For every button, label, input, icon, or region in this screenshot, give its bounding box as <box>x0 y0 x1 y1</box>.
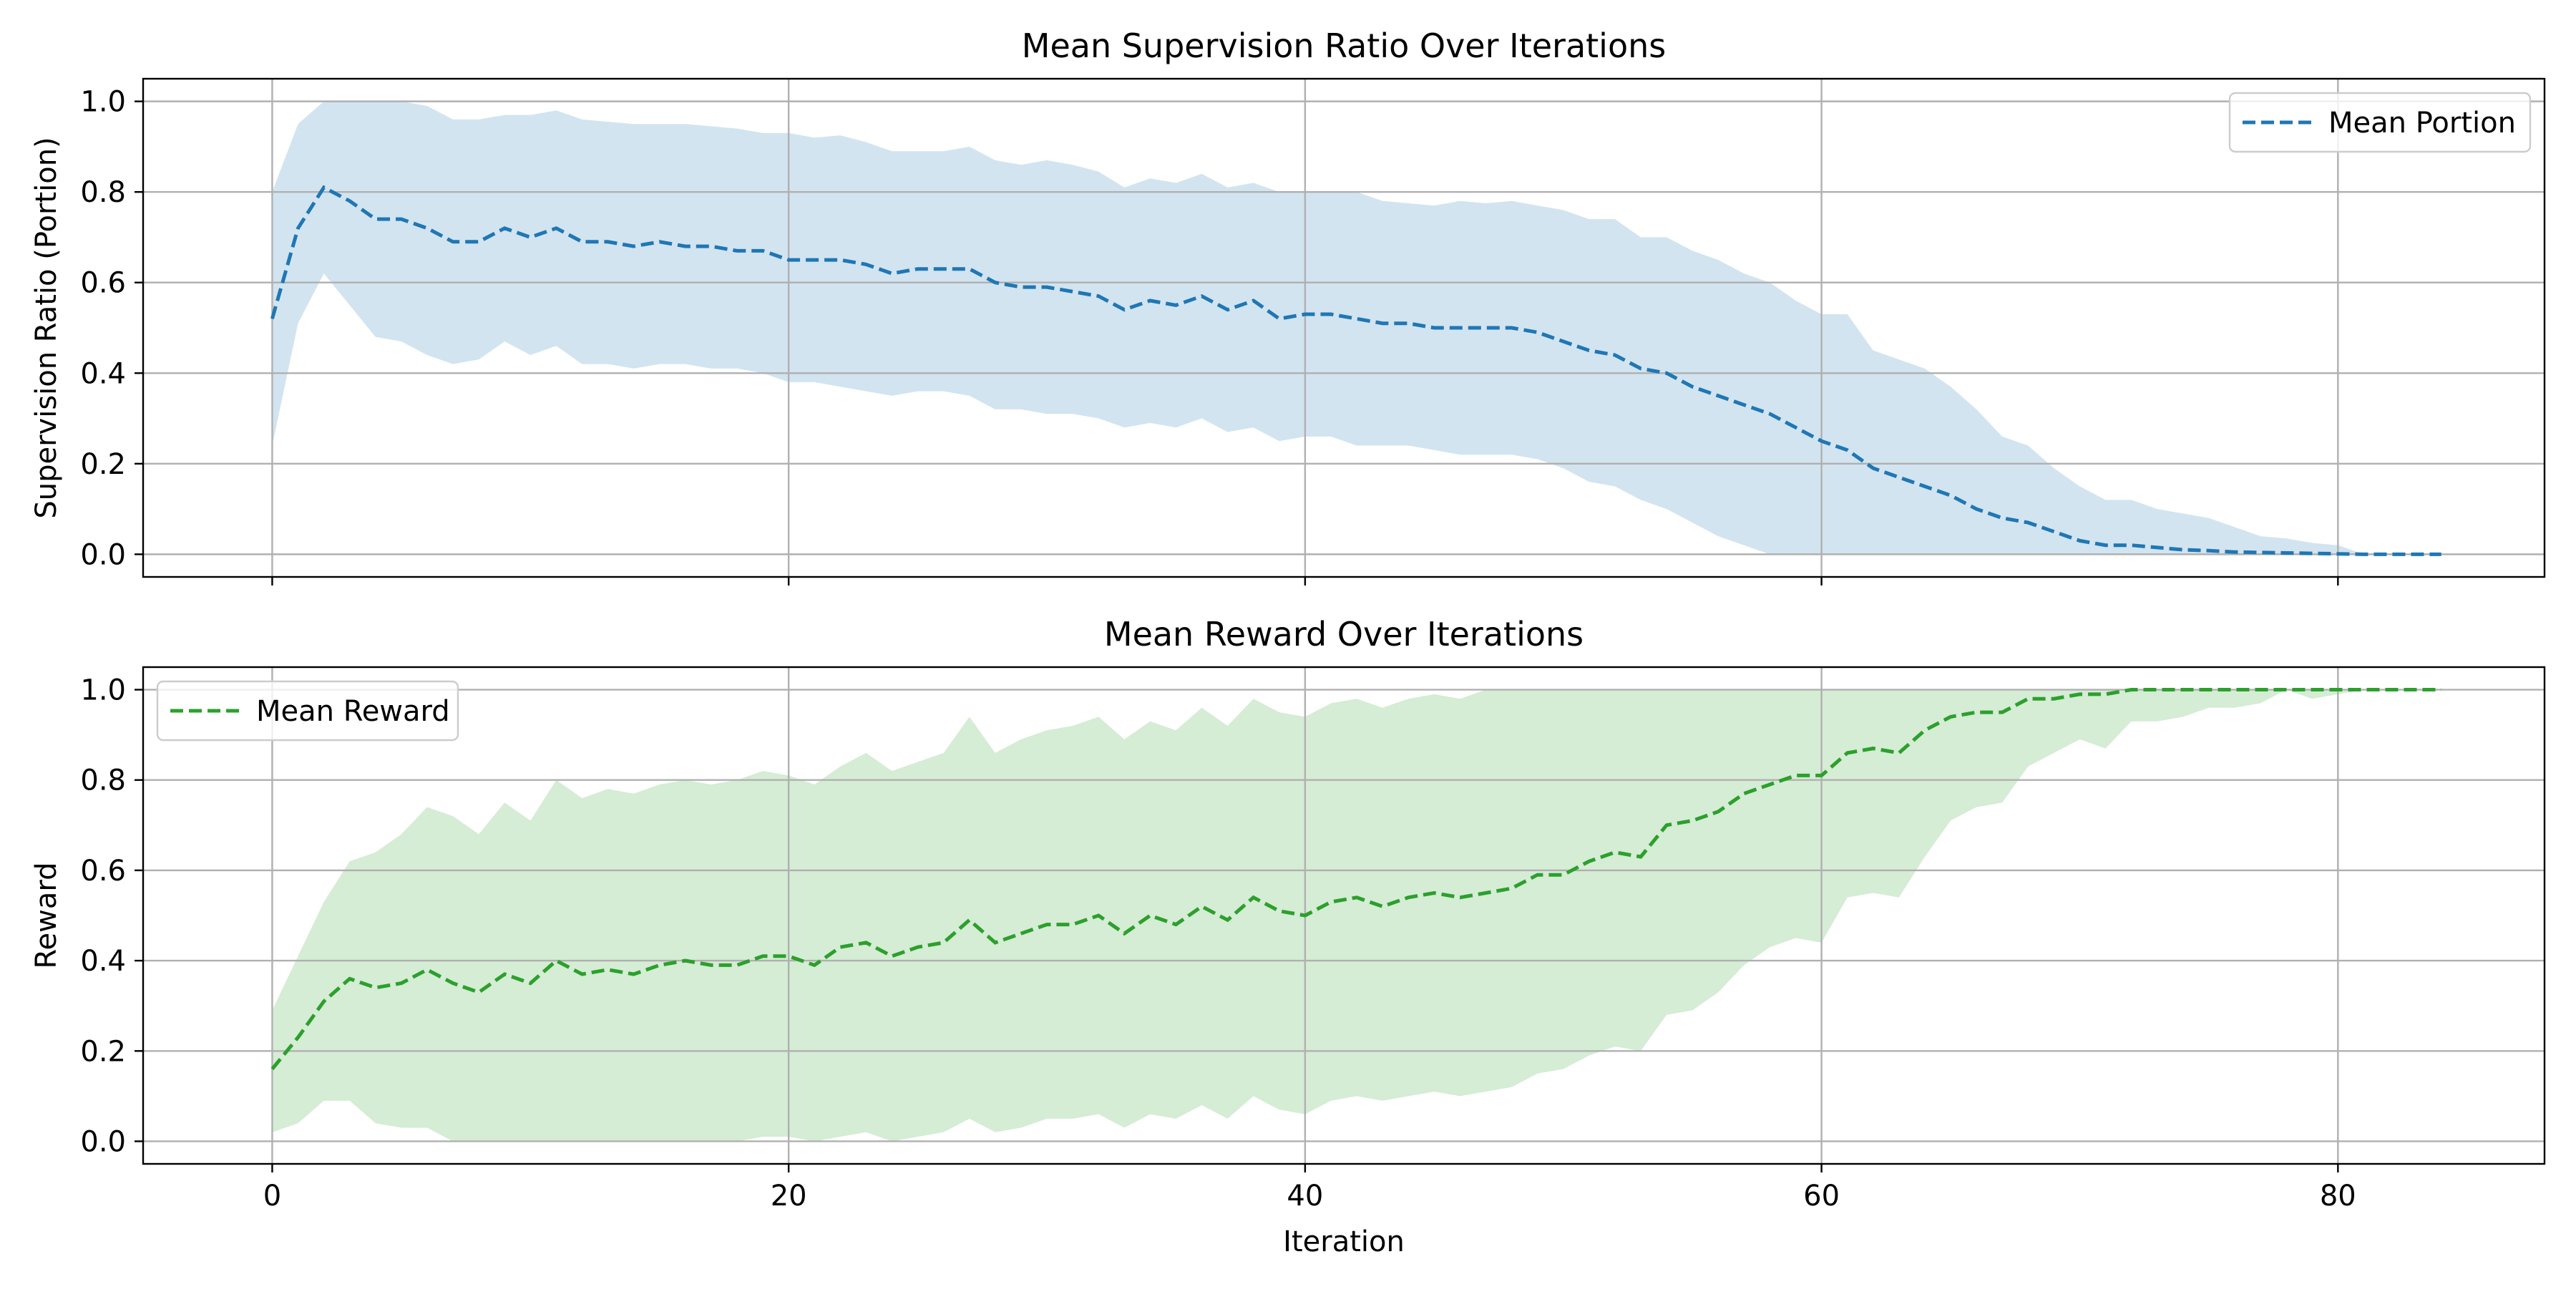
y-tick-label: 0.8 <box>80 176 126 209</box>
x-tick-label: 0 <box>263 1180 281 1213</box>
x-tick-label: 80 <box>2320 1180 2356 1213</box>
y-axis-label: Supervision Ratio (Portion) <box>30 137 63 518</box>
legend: Mean Reward <box>157 681 458 740</box>
x-tick-label: 40 <box>1287 1180 1323 1213</box>
legend: Mean Portion <box>2230 93 2530 152</box>
y-tick-label: 0.0 <box>80 538 126 571</box>
chart-title: Mean Supervision Ratio Over Iterations <box>1022 26 1666 65</box>
y-tick-label: 0.0 <box>80 1125 126 1158</box>
x-tick-label: 20 <box>771 1180 807 1213</box>
chart-panel-2: 0.0 0.2 0.4 0.6 0.8 1.0 0 20 40 60 80 Mean Reward O… <box>30 615 2545 1258</box>
y-tick-label: 0.2 <box>80 1035 126 1068</box>
y-tick-label: 0.2 <box>80 448 126 481</box>
chart-title: Mean Reward Over Iterations <box>1104 615 1584 654</box>
legend-label: Mean Portion <box>2328 107 2516 140</box>
y-tick-label: 1.0 <box>80 674 126 707</box>
y-tick-label: 0.6 <box>80 855 126 888</box>
y-tick-label: 1.0 <box>80 86 126 119</box>
chart-panel-1: 0.0 0.2 0.4 0.6 0.8 1.0 Mean Supervision Ratio… <box>30 26 2545 586</box>
y-tick-label: 0.6 <box>80 267 126 300</box>
x-tick-label: 60 <box>1803 1180 1840 1213</box>
y-tick-label: 0.4 <box>80 357 126 390</box>
legend-label: Mean Reward <box>256 695 450 728</box>
x-axis-label: Iteration <box>1283 1225 1405 1258</box>
y-tick-label: 0.8 <box>80 764 126 797</box>
y-tick-label: 0.4 <box>80 945 126 978</box>
y-axis-label: Reward <box>30 863 63 969</box>
